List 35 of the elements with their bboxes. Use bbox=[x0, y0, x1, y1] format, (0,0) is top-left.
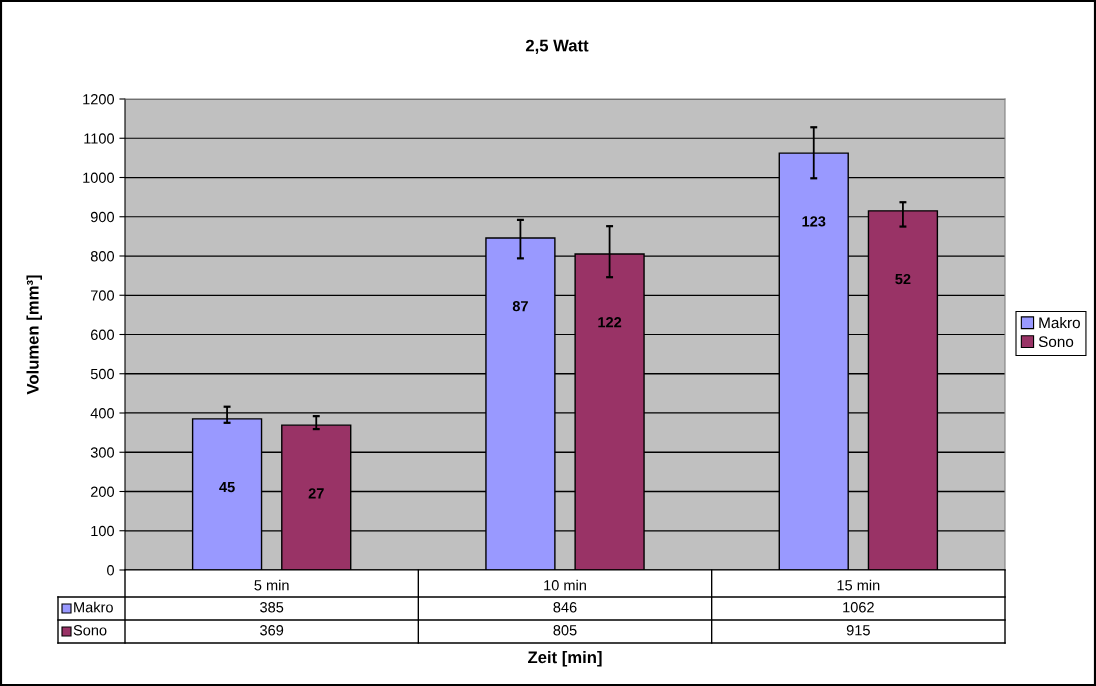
annotation: 87 bbox=[512, 300, 528, 312]
y-tick-label: 200 bbox=[90, 486, 115, 497]
data-label: 846 bbox=[553, 602, 577, 613]
annotation: 122 bbox=[598, 317, 622, 328]
data-label: 915 bbox=[846, 625, 870, 636]
x-tick-label: 10 min bbox=[544, 579, 586, 591]
x-tick-label: 5 min bbox=[254, 579, 289, 591]
annotation: 123 bbox=[802, 216, 826, 227]
y-tick-label: 700 bbox=[91, 290, 115, 301]
text: Sono bbox=[73, 625, 107, 636]
y-tick-label: 1000 bbox=[83, 172, 115, 183]
y-tick-label: 1200 bbox=[83, 94, 115, 105]
y-tick-label: 1100 bbox=[84, 133, 115, 144]
legend-label: Sono bbox=[1038, 336, 1074, 348]
data-label: 1062 bbox=[843, 602, 874, 613]
annotation: 45 bbox=[219, 482, 235, 493]
data-label: 385 bbox=[260, 602, 284, 613]
data-label: 369 bbox=[260, 625, 284, 636]
y-tick-label: 600 bbox=[90, 329, 115, 340]
text: Makro bbox=[1039, 316, 1080, 329]
y-tick-label: 500 bbox=[90, 368, 115, 380]
annotation: 52 bbox=[895, 273, 911, 285]
y-tick-label: 300 bbox=[90, 447, 115, 458]
x-tick-label: 15 min bbox=[837, 579, 880, 591]
y-tick-label: 800 bbox=[90, 251, 115, 262]
x-axis-title: Zeit [min] bbox=[528, 651, 602, 667]
y-axis-title: Volumen [mm³] bbox=[26, 275, 42, 395]
y-tick-label: 900 bbox=[90, 211, 115, 223]
y-tick-label: 100 bbox=[91, 525, 115, 537]
annotation: 27 bbox=[308, 488, 324, 499]
chart-title: 2,5 Watt bbox=[525, 39, 589, 54]
legend-label: Makro bbox=[74, 601, 113, 613]
y-tick-label: 0 bbox=[107, 565, 115, 576]
y-tick-label: 400 bbox=[90, 408, 115, 419]
data-label: 805 bbox=[553, 625, 577, 636]
